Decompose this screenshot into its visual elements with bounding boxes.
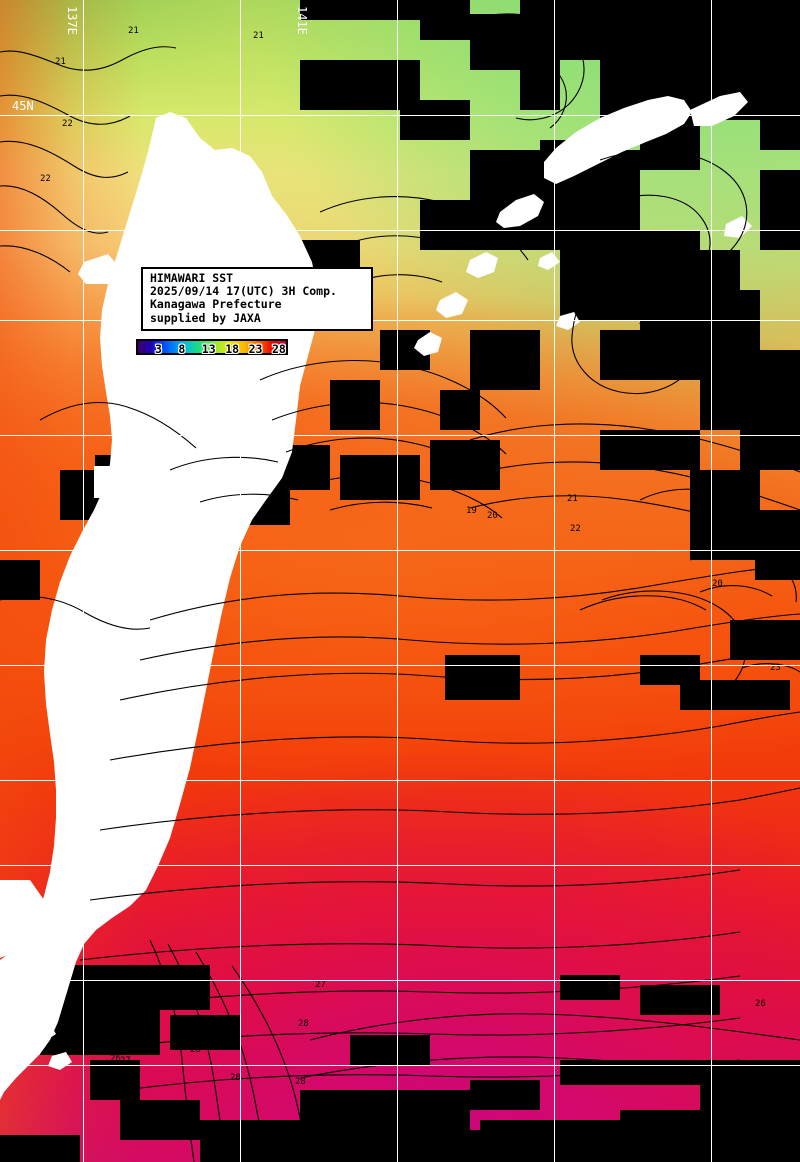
colorbar-tick-3: 3 [155,342,162,356]
contour-label-21-4: 21 [253,31,264,41]
contour-label-26-23: 26 [110,1054,121,1064]
contour-label-26-32: 26 [755,999,766,1009]
contour-label-26-25: 26 [190,1045,201,1055]
contour-label-17-18: 17 [655,324,666,334]
contour-label-28-33: 28 [298,1019,309,1029]
info-line-title: HIMAWARI SST [150,271,234,285]
contour-label-21-12: 21 [713,535,724,545]
contour-label-28-30: 28 [628,1074,639,1084]
contour-label-25-22: 25 [108,1048,119,1058]
contour-label-18-5: 18 [368,409,379,419]
info-line-source: supplied by JAXA [150,310,261,325]
contour-label-22-1: 22 [62,119,73,129]
colorbar-tick-28: 28 [272,342,286,356]
contour-label-21-8: 21 [567,494,578,504]
contour-label-20-10: 20 [730,496,741,506]
contour-label-19-6: 19 [466,506,477,516]
info-panel: HIMAWARI SST 2025/09/14 17(UTC) 3H Comp.… [141,267,373,331]
contour-label-27-24: 27 [120,1056,131,1066]
sst-colorbar: 3 8 13 18 23 28 [136,339,288,356]
contour-label-28-27: 28 [295,1077,306,1087]
contour-label-20-13: 20 [770,539,781,549]
contour-label-22-9: 22 [570,524,581,534]
colorbar-tick-8: 8 [178,342,186,356]
info-line-region: Kanagawa Prefecture [150,297,282,312]
colorbar-tick-23: 23 [248,342,263,356]
contour-label-28-29: 28 [230,1073,241,1083]
colorbar-tick-13: 13 [201,342,216,356]
contour-label-20-7: 20 [487,511,498,521]
contour-label-27-26: 27 [315,980,326,990]
colorbar-tick-18: 18 [225,342,240,356]
contour-label-15-19: 15 [556,51,567,61]
contour-label-21-0: 21 [55,57,66,67]
contour-label-21-11: 21 [727,511,738,521]
info-line-datetime: 2025/09/14 17(UTC) 3H Comp. [150,284,337,299]
contour-label-20-14: 20 [712,579,723,589]
contour-label-22-2: 22 [40,174,51,184]
contour-label-28-28: 28 [145,1129,156,1139]
contour-label-22-15: 22 [768,635,779,645]
contour-label-28-31: 28 [693,1119,704,1129]
contour-label-21-3: 21 [128,26,139,36]
contour-label-23-16: 23 [770,663,781,673]
contour-label-14-20: 14 [572,27,583,37]
contour-label-16-21: 16 [730,34,741,44]
contour-label-16-17: 16 [638,317,649,327]
